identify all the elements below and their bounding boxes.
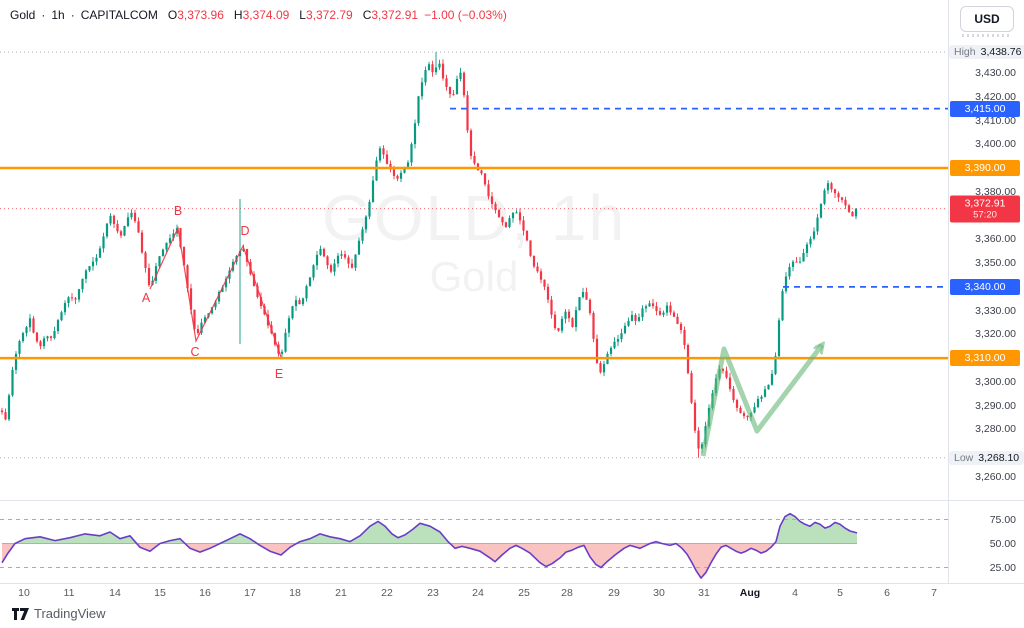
symbol-name[interactable]: Gold bbox=[10, 8, 36, 22]
price-tick-label: 3,280.00 bbox=[975, 423, 1016, 436]
wave-label-C: C bbox=[190, 345, 200, 359]
time-axis-label: 21 bbox=[335, 587, 347, 599]
wave-label-A: A bbox=[141, 291, 151, 305]
price-tick-label: 3,350.00 bbox=[975, 257, 1016, 270]
price-tick-label: 3,410.00 bbox=[975, 114, 1016, 127]
price-tick-label: 3,320.00 bbox=[975, 328, 1016, 341]
high-price-pill: High 3,438.76 bbox=[949, 45, 1024, 60]
time-axis-label: 24 bbox=[472, 587, 484, 599]
time-axis-label: 14 bbox=[109, 587, 121, 599]
price-tick-label: 3,360.00 bbox=[975, 233, 1016, 246]
close-value: 3,372.91 bbox=[371, 8, 419, 22]
time-axis-label: 22 bbox=[381, 587, 393, 599]
low-price-pill-label: Low bbox=[954, 451, 974, 464]
time-axis-label: 17 bbox=[244, 587, 256, 599]
time-axis-label: 4 bbox=[792, 587, 798, 599]
wave-label-E: E bbox=[274, 367, 284, 381]
price-level-badge: 3,340.00 bbox=[950, 278, 1020, 295]
time-axis-label: 29 bbox=[608, 587, 620, 599]
separator-dot: · bbox=[41, 8, 46, 22]
high-price-pill-value: 3,438.76 bbox=[980, 46, 1022, 59]
open-value: 3,373.96 bbox=[177, 8, 224, 22]
tradingview-logo[interactable]: TradingView bbox=[12, 606, 106, 621]
high-price-pill-label: High bbox=[954, 46, 976, 59]
indicator-tick-label: 25.00 bbox=[989, 561, 1016, 574]
time-axis-label: 15 bbox=[154, 587, 166, 599]
close-label: C bbox=[362, 8, 372, 22]
price-level-badge: 3,390.00 bbox=[950, 160, 1020, 177]
time-axis-label: 25 bbox=[518, 587, 530, 599]
current-price-value: 3,372.91 bbox=[964, 197, 1006, 210]
time-axis-label: 28 bbox=[561, 587, 573, 599]
time-axis-label: 18 bbox=[289, 587, 301, 599]
open-label: O bbox=[167, 8, 178, 22]
low-label: L bbox=[299, 8, 306, 22]
price-tick-label: 3,380.00 bbox=[975, 185, 1016, 198]
currency-toggle-button[interactable]: USD bbox=[960, 6, 1014, 32]
symbol-ohlc-bar[interactable]: Gold · 1h · CAPITALCOM O3,373.96 H3,374.… bbox=[10, 8, 507, 22]
current-price-badge: 3,372.91 57:20 bbox=[950, 195, 1020, 223]
fine-print bbox=[962, 34, 1010, 37]
tradingview-logo-text: TradingView bbox=[34, 606, 106, 621]
price-tick-label: 3,290.00 bbox=[975, 399, 1016, 412]
high-value: 3,374.09 bbox=[242, 8, 290, 22]
time-axis-label: 7 bbox=[931, 587, 937, 599]
price-tick-label: 3,400.00 bbox=[975, 138, 1016, 151]
price-tick-label: 3,430.00 bbox=[975, 67, 1016, 79]
price-tick-label: 3,260.00 bbox=[975, 471, 1016, 483]
exchange-label: CAPITALCOM bbox=[80, 8, 158, 22]
wave-label-D: D bbox=[240, 224, 250, 238]
low-value: 3,372.79 bbox=[305, 8, 353, 22]
interval-label[interactable]: 1h bbox=[51, 8, 65, 22]
bar-countdown: 57:20 bbox=[973, 209, 997, 221]
wave-label-B: B bbox=[173, 204, 183, 218]
low-price-pill: Low 3,268.10 bbox=[949, 450, 1024, 465]
time-axis-label: 6 bbox=[884, 587, 890, 599]
time-axis[interactable]: 10 11 14 15 16 17 18 21 22 23 24 25 28 29 30 31 Aug 4 5 6 7 bbox=[0, 584, 948, 604]
high-label: H bbox=[233, 8, 243, 22]
time-axis-label: 23 bbox=[427, 587, 439, 599]
time-axis-label: 31 bbox=[698, 587, 710, 599]
price-tick-label: 3,300.00 bbox=[975, 375, 1016, 388]
time-axis-label: 10 bbox=[18, 587, 30, 599]
indicator-tick-label: 50.00 bbox=[989, 537, 1016, 550]
tradingview-logo-icon bbox=[12, 607, 29, 620]
indicator-tick-label: 75.00 bbox=[989, 513, 1016, 526]
price-tick-label: 3,330.00 bbox=[975, 304, 1016, 317]
price-level-badge: 3,310.00 bbox=[950, 350, 1020, 367]
change-value: −1.00 (−0.03%) bbox=[424, 8, 507, 22]
time-axis-label: 11 bbox=[63, 587, 75, 599]
low-price-pill-value: 3,268.10 bbox=[978, 451, 1020, 464]
price-axis[interactable]: 3,430.00 3,420.00 3,410.00 3,400.00 3,380.00… bbox=[948, 0, 1024, 583]
time-axis-label: 16 bbox=[199, 587, 211, 599]
time-axis-label: Aug bbox=[739, 587, 761, 599]
price-level-badge: 3,415.00 bbox=[950, 100, 1020, 117]
time-axis-label: 30 bbox=[653, 587, 665, 599]
separator-dot: · bbox=[70, 8, 75, 22]
price-tick-label: 3,420.00 bbox=[975, 90, 1016, 103]
time-axis-label: 5 bbox=[837, 587, 843, 599]
